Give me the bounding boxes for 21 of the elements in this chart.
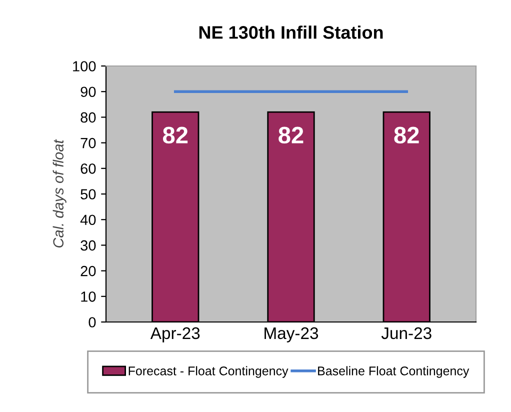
y-tick-label: 40: [80, 214, 96, 226]
y-tick-label: 20: [80, 266, 96, 276]
legend-label: Forecast - Float Contingency: [128, 366, 288, 378]
y-tick-label: 50: [80, 189, 96, 200]
chart-title: NE 130th Infill Station: [199, 26, 383, 39]
x-tick-label: May-23: [264, 327, 318, 342]
data-label: 82: [162, 126, 188, 144]
x-tick-label: Apr-23: [150, 327, 200, 342]
data-label: 82: [278, 126, 304, 144]
data-label: 82: [394, 126, 419, 144]
y-tick-label: 30: [80, 240, 96, 251]
y-tick-label: 90: [80, 86, 96, 98]
y-tick-label: 10: [81, 292, 96, 302]
y-tick-label: 60: [80, 164, 96, 174]
y-tick-label: 0: [88, 317, 96, 328]
legend-label: Baseline Float Contingency: [318, 366, 470, 378]
y-axis-title: Cal. days of float: [52, 139, 66, 248]
x-tick-label: Jun-23: [381, 327, 432, 340]
y-tick-label: 100: [73, 61, 96, 72]
y-tick-label: 70: [80, 138, 96, 148]
y-tick-label: 80: [80, 112, 96, 123]
